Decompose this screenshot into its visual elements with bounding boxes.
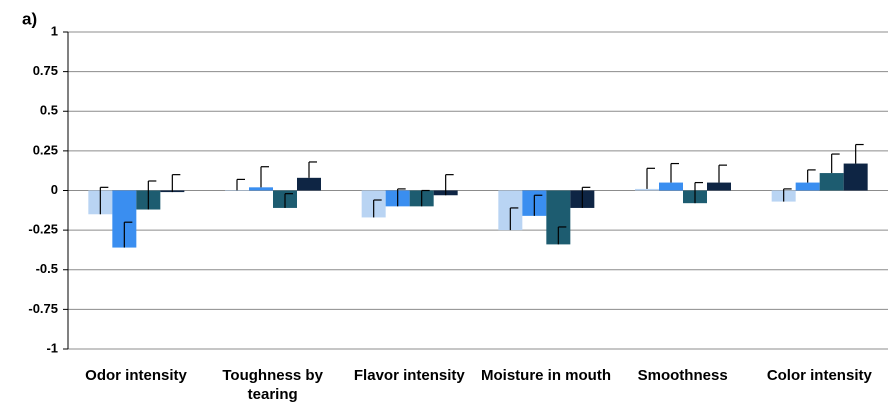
x-tick-label: Color intensity: [766, 367, 872, 384]
bar: [707, 182, 731, 191]
y-tick-label: -0.75: [28, 301, 58, 316]
bar: [249, 187, 273, 191]
bar: [819, 173, 844, 191]
x-tick-label: Moisture in mouth: [481, 367, 611, 384]
x-tick-label: Smoothness: [637, 367, 728, 384]
y-tick-label: -1: [46, 340, 58, 355]
y-tick-label: 0.25: [33, 142, 58, 157]
y-tick-label: 0: [51, 182, 58, 197]
y-tick-label: 1: [51, 23, 58, 38]
y-tick-label: -0.5: [36, 261, 58, 276]
bar: [843, 163, 868, 191]
x-tick-label: Toughness by tearing: [222, 367, 323, 403]
bar: [635, 188, 659, 191]
x-tick-label: Flavor intensity: [353, 367, 465, 384]
bar: [297, 177, 321, 191]
panel-label: a): [22, 9, 37, 28]
x-tick-label: Odor intensity: [85, 367, 187, 384]
bar: [225, 190, 249, 191]
y-tick-label: 0.5: [40, 103, 58, 118]
bar: [659, 182, 683, 191]
bar: [795, 182, 820, 191]
y-tick-label: -0.25: [28, 222, 58, 237]
y-tick-label: 0.75: [33, 63, 58, 78]
